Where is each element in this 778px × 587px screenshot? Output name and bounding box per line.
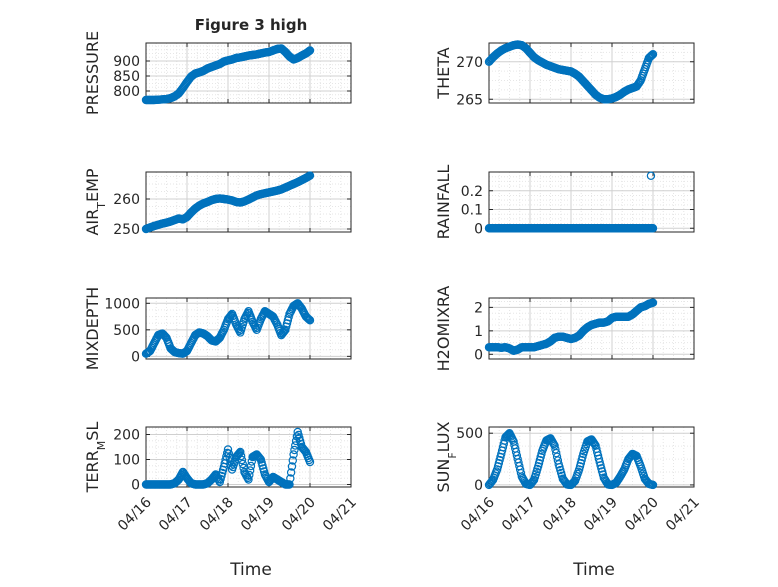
data-point — [254, 453, 264, 462]
y-tick-label: 270 — [456, 55, 483, 71]
data-point — [237, 455, 247, 465]
data-point — [238, 459, 247, 469]
y-tick-label: 0 — [474, 221, 483, 237]
data-point — [634, 78, 644, 88]
data-point — [287, 462, 297, 471]
data-point — [288, 456, 297, 465]
axes-box — [145, 171, 352, 233]
data-point — [590, 440, 599, 449]
data-point — [279, 327, 288, 337]
y-tick-label: 250 — [113, 222, 140, 238]
data-point — [502, 431, 512, 440]
y-tick-label: 500 — [113, 323, 140, 339]
y-axis-label: H2OMIXRA — [434, 286, 453, 372]
axes-box — [145, 42, 352, 104]
data-point — [304, 314, 313, 323]
data-point — [280, 326, 289, 336]
subplot-air-temp: 250 260 AIRTEMP — [83, 168, 352, 238]
data-point — [646, 171, 656, 180]
y-axis-label: PRESSURE — [83, 31, 102, 115]
data-point — [648, 298, 658, 307]
data-point — [305, 171, 315, 180]
data-point — [224, 449, 234, 458]
data-point — [647, 50, 657, 60]
data-point — [246, 461, 256, 471]
data-point — [236, 447, 245, 457]
data-point — [236, 451, 246, 461]
data-point — [290, 445, 299, 455]
y-tick-label: 0 — [131, 349, 140, 365]
y-tick-label: 500 — [456, 426, 483, 442]
y-tick-label: 265 — [456, 92, 483, 108]
y-axis-label: AIRTEMP — [83, 168, 108, 235]
y-tick-label: 0 — [474, 347, 483, 363]
subplot-rainfall: 0 0.1 0.2 RAINFALL — [434, 165, 695, 240]
y-axis-label: TERRMSL — [83, 422, 108, 494]
axes-box — [488, 426, 695, 488]
y-axis-label: RAINFALL — [434, 165, 453, 240]
axes-box — [488, 297, 695, 360]
data-point — [286, 474, 295, 483]
x-axis-label-left: Time — [229, 560, 272, 580]
y-axis-label: THETA — [434, 47, 453, 99]
data-point — [305, 316, 315, 325]
data-point — [245, 466, 255, 475]
data-point — [289, 450, 298, 459]
data-point — [223, 445, 233, 454]
data-point — [303, 313, 312, 323]
y-tick-label: 850 — [113, 69, 140, 85]
y-tick-label: 0 — [474, 478, 483, 494]
data-point — [245, 470, 254, 480]
data-point — [244, 475, 253, 484]
y-tick-label: 0.1 — [461, 203, 483, 219]
y-axis-label: SUNFLUX — [434, 421, 459, 492]
y-tick-label: 0 — [131, 478, 140, 494]
data-point — [286, 468, 296, 477]
axes-box — [145, 426, 352, 488]
y-tick-label: 260 — [113, 192, 140, 208]
figure-title: Figure 3 high — [195, 16, 308, 34]
y-tick-label: 0.2 — [461, 184, 483, 200]
axes-box — [145, 297, 352, 360]
data-point — [528, 477, 537, 487]
data-point — [647, 51, 656, 60]
y-tick-label: 200 — [113, 428, 140, 444]
data-point — [648, 480, 658, 490]
y-tick-label: 1 — [474, 324, 483, 340]
y-tick-label: 900 — [113, 54, 140, 70]
data-point — [304, 315, 314, 324]
y-tick-label: 800 — [113, 84, 140, 100]
data-point — [305, 457, 315, 467]
data-point — [646, 52, 655, 61]
y-tick-label: 100 — [113, 453, 140, 469]
data-point — [305, 46, 315, 55]
data-point — [648, 224, 658, 233]
y-axis-label: MIXDEPTH — [83, 287, 102, 370]
y-tick-label: 2 — [474, 300, 483, 316]
axes-box — [488, 42, 695, 104]
data-point — [285, 480, 294, 489]
subplot-h2omixra: 0 1 2 H2OMIXRA — [434, 286, 695, 372]
x-axis-label-right: Time — [572, 560, 615, 580]
y-tick-label: 1000 — [104, 296, 140, 312]
data-point — [648, 50, 658, 59]
